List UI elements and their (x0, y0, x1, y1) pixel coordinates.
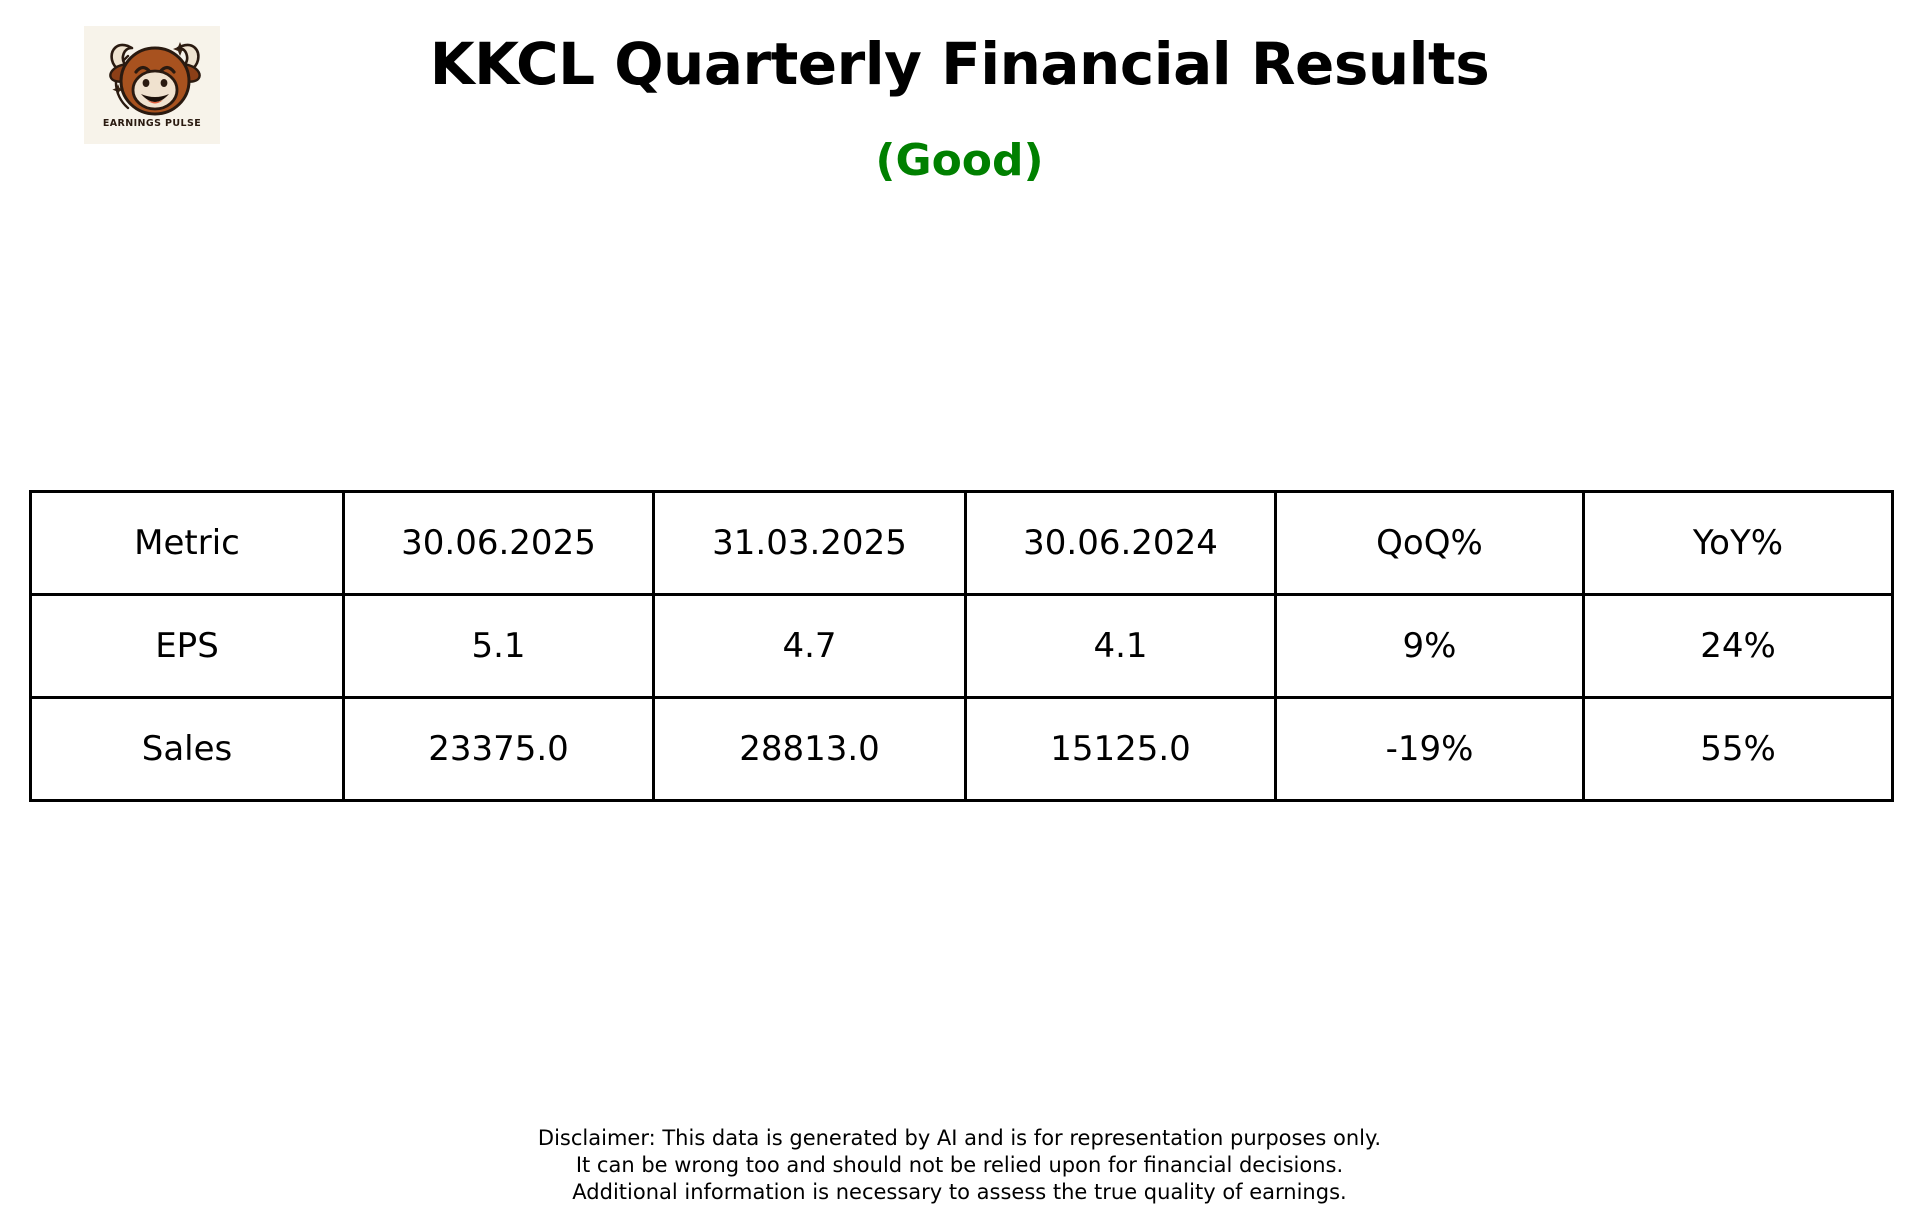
column-header-yoy: YoY% (1582, 490, 1894, 596)
row-label-sales: Sales (29, 696, 345, 802)
eps-prev-quarter: 4.7 (652, 593, 967, 699)
disclaimer-line-1: Disclaimer: This data is generated by AI… (537, 1126, 1382, 1150)
column-header-prev-quarter: 31.03.2025 (652, 490, 967, 596)
verdict-badge: (Good) (875, 135, 1044, 186)
logo: EARNINGS PULSE (84, 26, 220, 144)
sales-qoq: -19% (1274, 696, 1585, 802)
disclaimer-line-2: It can be wrong too and should not be re… (575, 1153, 1344, 1177)
eps-qoq: 9% (1274, 593, 1585, 699)
column-header-current: 30.06.2025 (342, 490, 655, 596)
page-title: KKCL Quarterly Financial Results (429, 30, 1490, 98)
bull-head-icon (84, 26, 220, 122)
logo-caption: EARNINGS PULSE (102, 118, 202, 129)
table-header-row: Metric 30.06.2025 31.03.2025 30.06.2024 … (29, 490, 1894, 596)
eps-prev-year: 4.1 (964, 593, 1277, 699)
financial-results-table: Metric 30.06.2025 31.03.2025 30.06.2024 … (29, 490, 1894, 802)
eps-current: 5.1 (342, 593, 655, 699)
table-row: Sales 23375.0 28813.0 15125.0 -19% 55% (29, 696, 1894, 802)
sales-prev-year: 15125.0 (964, 696, 1277, 802)
column-header-prev-year: 30.06.2024 (964, 490, 1277, 596)
row-label-eps: EPS (29, 593, 345, 699)
sales-prev-quarter: 28813.0 (652, 696, 967, 802)
disclaimer-line-3: Additional information is necessary to a… (572, 1180, 1347, 1204)
column-header-qoq: QoQ% (1274, 490, 1585, 596)
disclaimer: Disclaimer: This data is generated by AI… (0, 1125, 1919, 1206)
sales-current: 23375.0 (342, 696, 655, 802)
table-row: EPS 5.1 4.7 4.1 9% 24% (29, 593, 1894, 699)
eps-yoy: 24% (1582, 593, 1894, 699)
column-header-metric: Metric (29, 490, 345, 596)
sales-yoy: 55% (1582, 696, 1894, 802)
